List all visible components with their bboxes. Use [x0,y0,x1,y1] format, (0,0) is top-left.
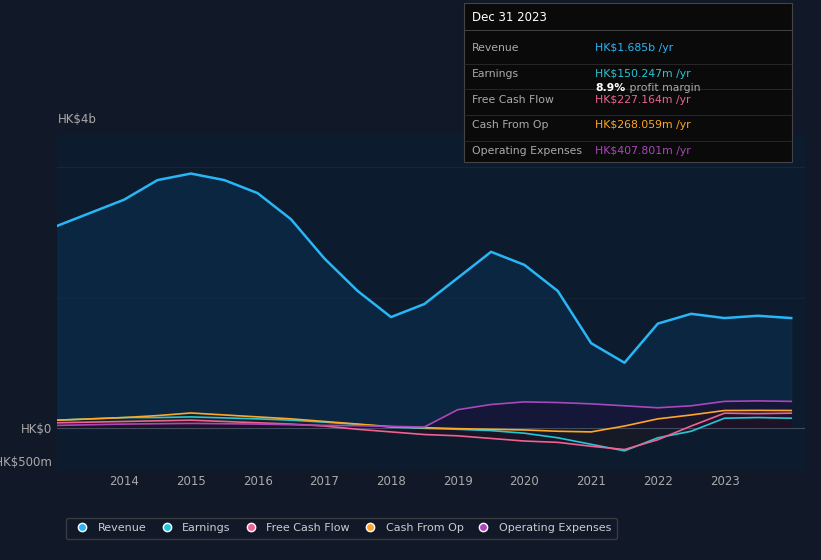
Text: HK$1.685b /yr: HK$1.685b /yr [595,43,673,53]
Text: HK$268.059m /yr: HK$268.059m /yr [595,120,690,130]
Text: Revenue: Revenue [472,43,520,53]
Text: Operating Expenses: Operating Expenses [472,146,582,156]
Text: HK$4b: HK$4b [57,113,96,126]
Text: HK$407.801m /yr: HK$407.801m /yr [595,146,691,156]
Text: HK$227.164m /yr: HK$227.164m /yr [595,95,690,105]
Text: 8.9%: 8.9% [595,83,626,93]
Text: Free Cash Flow: Free Cash Flow [472,95,554,105]
Legend: Revenue, Earnings, Free Cash Flow, Cash From Op, Operating Expenses: Revenue, Earnings, Free Cash Flow, Cash … [66,517,617,539]
Text: Dec 31 2023: Dec 31 2023 [472,11,547,24]
Text: profit margin: profit margin [626,83,701,93]
Text: Cash From Op: Cash From Op [472,120,548,130]
Text: Earnings: Earnings [472,69,519,79]
Text: HK$150.247m /yr: HK$150.247m /yr [595,69,690,79]
